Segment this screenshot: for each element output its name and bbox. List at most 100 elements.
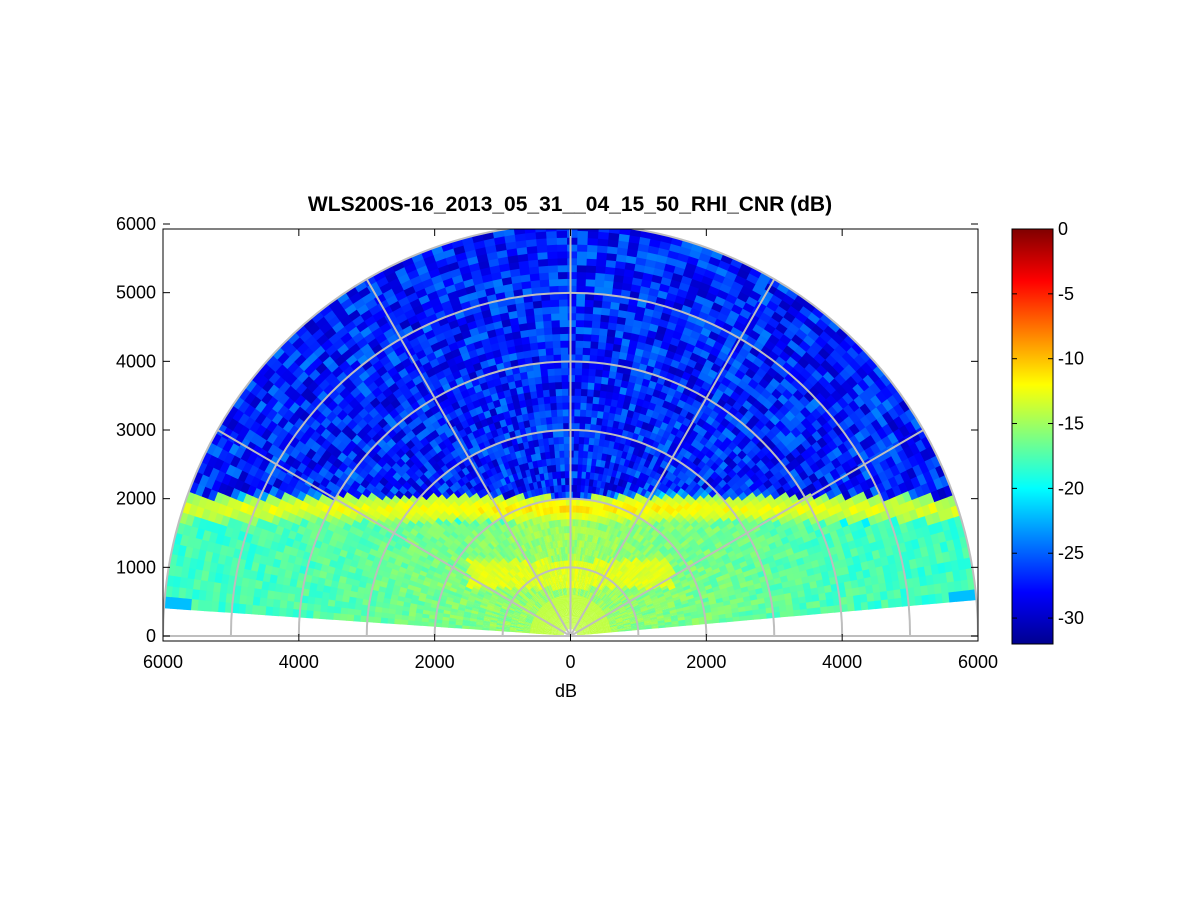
cnr-cell [700,572,709,580]
cnr-cell [810,305,825,319]
cnr-cell [615,246,628,256]
cnr-cell [698,586,707,593]
cnr-cell [571,621,573,630]
cnr-cell [705,587,714,594]
cnr-cell [606,447,614,456]
cnr-cell [682,605,691,611]
cnr-cell [637,621,645,625]
cnr-cell [873,492,884,505]
cnr-cell [610,542,617,550]
cnr-cell [634,611,643,616]
cnr-cell [794,577,804,586]
cnr-cell [705,615,713,621]
cnr-cell [574,367,583,376]
cnr-cell [713,317,726,329]
cnr-cell [635,397,645,407]
cnr-cell [850,578,860,589]
cnr-cell [580,622,587,628]
cnr-cell [618,572,625,580]
cnr-cell [590,585,595,593]
cnr-cell [621,275,634,285]
cnr-cell [598,590,604,598]
cnr-cell [820,605,829,614]
cnr-cell [641,271,654,282]
cnr-cell [735,551,744,560]
cnr-cell [594,368,603,377]
cnr-cell [557,436,564,445]
cnr-cell [535,334,545,343]
cnr-cell [565,505,570,513]
cnr-cell [614,560,621,568]
cnr-cell [584,568,588,577]
cnr-cell [661,571,669,578]
cnr-cell [692,544,702,553]
cnr-cell [738,307,752,320]
cnr-cell [610,605,617,611]
cnr-cell [545,416,553,425]
cnr-cell [726,549,736,558]
cnr-cell [575,278,586,287]
cnr-cell [557,278,568,286]
cnr-cell [708,559,718,567]
cnr-cell [581,604,586,612]
cnr-cell [578,546,582,555]
cnr-cell [561,388,569,396]
cnr-cell [547,375,556,383]
cnr-cell [659,600,668,606]
cnr-cell [556,477,562,486]
cnr-cell [574,347,583,355]
cnr-cell [589,562,594,571]
cnr-cell [608,533,614,542]
cnr-cell [562,505,567,513]
cnr-cell [665,578,674,586]
cnr-cell [840,565,850,576]
cnr-cell [646,245,660,255]
cnr-cell [952,569,962,582]
cnr-cell [608,572,615,581]
cnr-cell [635,477,643,487]
cnr-cell [583,319,593,328]
cnr-cell [578,610,582,618]
cnr-cell [886,393,900,408]
cnr-cell [579,620,586,627]
cnr-cell [629,617,637,621]
cnr-cell [948,548,958,562]
cnr-cell [619,515,626,524]
cnr-cell [577,632,585,635]
cnr-cell [714,265,728,278]
cnr-cell [880,385,893,400]
cnr-cell [594,597,601,604]
cnr-cell [781,580,790,589]
cnr-cell [663,561,672,569]
cnr-cell [774,304,788,318]
cnr-cell [602,524,609,533]
cnr-cell [572,470,578,479]
cnr-cell [572,518,576,527]
cnr-cell [592,299,603,308]
cnr-cell [772,611,781,618]
cnr-cell [621,585,629,593]
cnr-cell [596,452,603,461]
cnr-cell [601,369,610,378]
cnr-cell [629,545,637,554]
cnr-cell [582,498,588,507]
cnr-cell [562,546,566,554]
cnr-cell [700,275,714,286]
cnr-cell [621,517,629,526]
cnr-cell [586,520,591,528]
cnr-cell [647,499,655,509]
cnr-cell [549,485,555,494]
cnr-cell [745,295,759,308]
cnr-cell [586,388,594,397]
cnr-cell [763,282,778,295]
cnr-cell [572,498,577,506]
cnr-cell [621,429,629,438]
cnr-cell [596,609,603,615]
cnr-cell [596,238,609,247]
cnr-cell [778,599,787,607]
cnr-cell [650,556,658,564]
cnr-cell [557,526,562,534]
cnr-cell [645,561,653,569]
cnr-cell [605,570,611,579]
cnr-cell [600,530,607,539]
